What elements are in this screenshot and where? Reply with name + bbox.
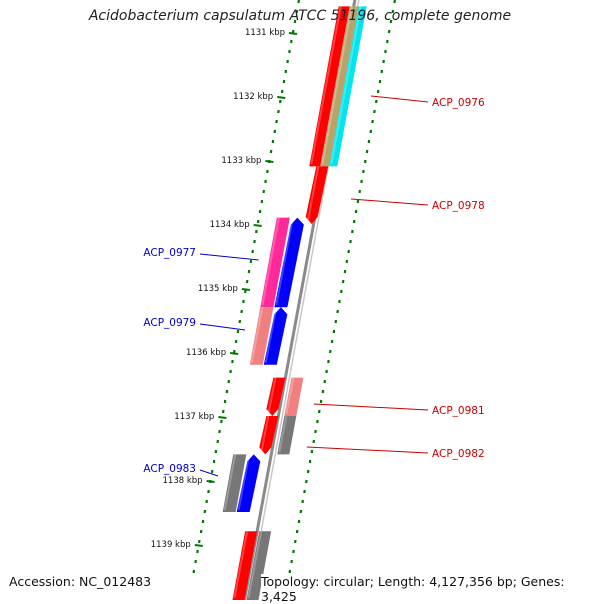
tick-mark — [218, 417, 226, 418]
label-leader-line — [200, 254, 259, 260]
label-leader-line — [371, 96, 428, 102]
tick-label: 1139 kbp — [151, 540, 191, 550]
tick-mark — [230, 353, 238, 354]
label-leader-line — [200, 470, 218, 476]
gene-feature-g4[interactable] — [306, 166, 329, 224]
tick-label: 1135 kbp — [198, 284, 238, 294]
gene-label-ACP_0982[interactable]: ACP_0982 — [432, 448, 485, 460]
tick-mark — [277, 97, 285, 98]
label-leader-line — [307, 447, 428, 453]
gene-label-ACP_0978[interactable]: ACP_0978 — [432, 200, 485, 212]
gene-label-ACP_0983[interactable]: ACP_0983 — [143, 463, 196, 475]
label-leader-line — [351, 199, 428, 205]
gene-feature-g10[interactable] — [284, 378, 303, 416]
tick-label: 1136 kbp — [186, 348, 226, 358]
tick-mark — [265, 161, 273, 162]
label-leader-line — [200, 324, 245, 330]
tick-label: 1137 kbp — [174, 412, 214, 422]
tick-mark — [207, 481, 215, 482]
tick-mark — [254, 225, 262, 226]
tick-label: 1134 kbp — [210, 220, 250, 230]
gene-feature-g12[interactable] — [277, 416, 296, 454]
tick-label: 1132 kbp — [233, 92, 273, 102]
tick-label: 1138 kbp — [163, 476, 203, 486]
tick-label: 1131 kbp — [245, 28, 285, 38]
page-title: Acidobacterium capsulatum ATCC 51196, co… — [0, 8, 600, 24]
tick-mark — [195, 545, 203, 546]
label-leader-line — [314, 404, 428, 410]
gene-label-ACP_0979[interactable]: ACP_0979 — [143, 317, 196, 329]
tick-mark — [289, 33, 297, 34]
tick-label: 1133 kbp — [221, 156, 261, 166]
gene-label-ACP_0981[interactable]: ACP_0981 — [432, 405, 485, 417]
accession-text: Accession: NC_012483 — [9, 574, 151, 589]
tick-mark — [242, 289, 250, 290]
gene-label-ACP_0977[interactable]: ACP_0977 — [143, 247, 196, 259]
gene-label-ACP_0976[interactable]: ACP_0976 — [432, 97, 485, 109]
